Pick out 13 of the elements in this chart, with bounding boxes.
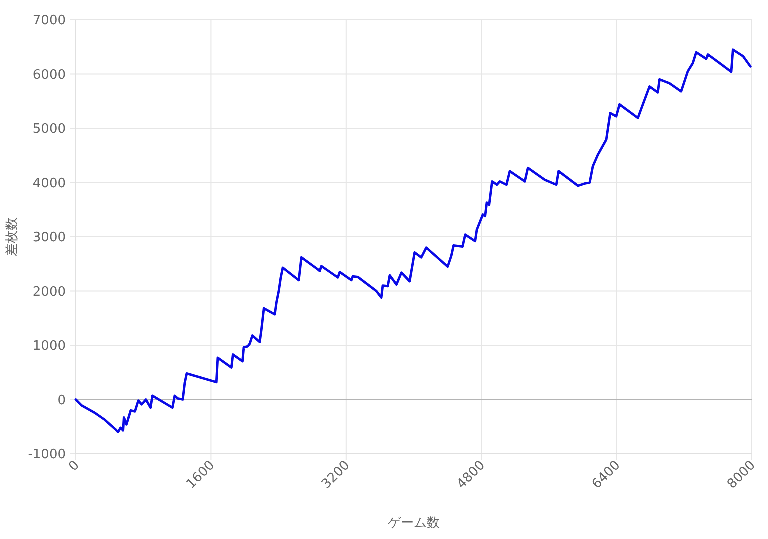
y-tick-label: 3000 xyxy=(32,230,66,246)
y-tick-label: 7000 xyxy=(32,14,66,28)
y-tick-label: 0 xyxy=(58,393,66,408)
y-tick-label: -1000 xyxy=(28,448,66,462)
y-tick-label: 2000 xyxy=(32,284,66,300)
y-tick-label: 6000 xyxy=(32,68,66,83)
y-tick-label: 1000 xyxy=(32,339,66,354)
y-tick-label: 4000 xyxy=(32,176,66,192)
x-tick-label: 0 xyxy=(66,458,83,475)
y-axis-title: 差枚数 xyxy=(5,218,20,256)
x-axis-title: ゲーム数 xyxy=(388,516,440,531)
y-tick-label: 5000 xyxy=(32,122,66,137)
line-series xyxy=(74,48,752,434)
